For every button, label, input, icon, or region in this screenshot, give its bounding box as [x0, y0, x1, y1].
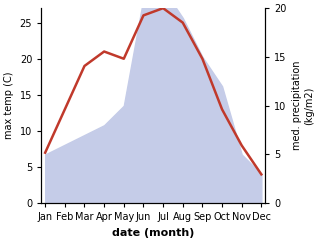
Y-axis label: max temp (C): max temp (C) — [4, 72, 14, 139]
Y-axis label: med. precipitation
(kg/m2): med. precipitation (kg/m2) — [292, 61, 314, 151]
X-axis label: date (month): date (month) — [112, 228, 194, 238]
